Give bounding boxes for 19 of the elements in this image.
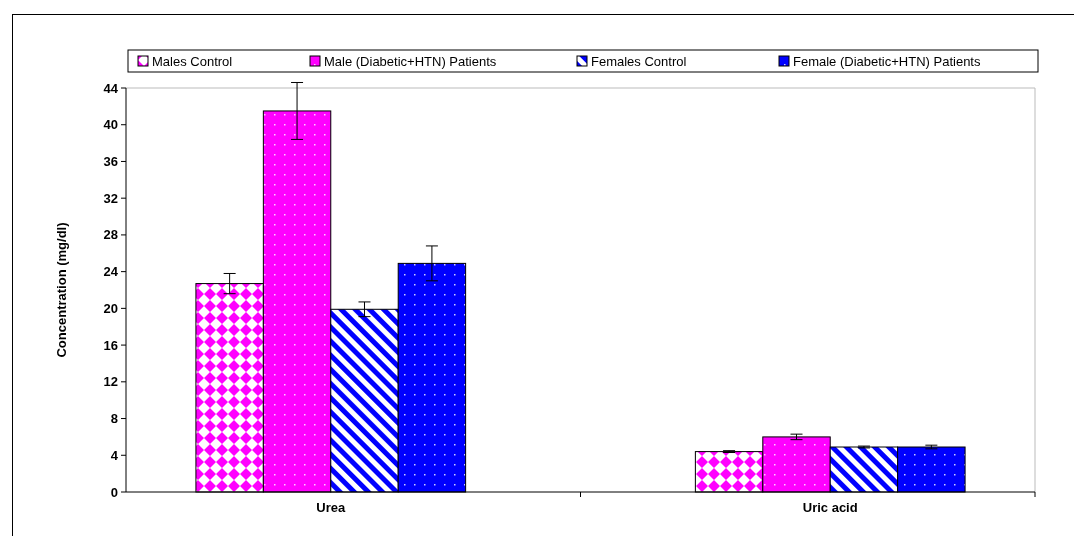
y-tick-label: 32 <box>103 190 118 206</box>
y-tick-label: 8 <box>110 411 118 427</box>
y-tick-label: 40 <box>103 117 118 133</box>
y-tick-label: 24 <box>103 264 119 280</box>
legend-label: Females Control <box>591 53 687 69</box>
y-tick-label: 12 <box>103 374 118 390</box>
y-tick-label: 16 <box>103 337 118 353</box>
legend-label: Male (Diabetic+HTN) Patients <box>324 53 497 69</box>
legend-label: Female (Diabetic+HTN) Patients <box>793 53 981 69</box>
x-tick-label: Urea <box>316 500 346 515</box>
y-tick-label: 28 <box>103 227 118 243</box>
y-tick-label: 44 <box>103 80 119 96</box>
y-tick-label: 36 <box>103 154 118 169</box>
legend-label: Males Control <box>152 53 233 69</box>
y-tick-label: 20 <box>103 300 118 316</box>
y-tick-label: 0 <box>110 484 118 500</box>
y-axis-title: Concentration (mg/dl) <box>54 222 69 358</box>
y-tick-label: 4 <box>110 447 119 463</box>
x-tick-label: Uric acid <box>802 500 858 515</box>
